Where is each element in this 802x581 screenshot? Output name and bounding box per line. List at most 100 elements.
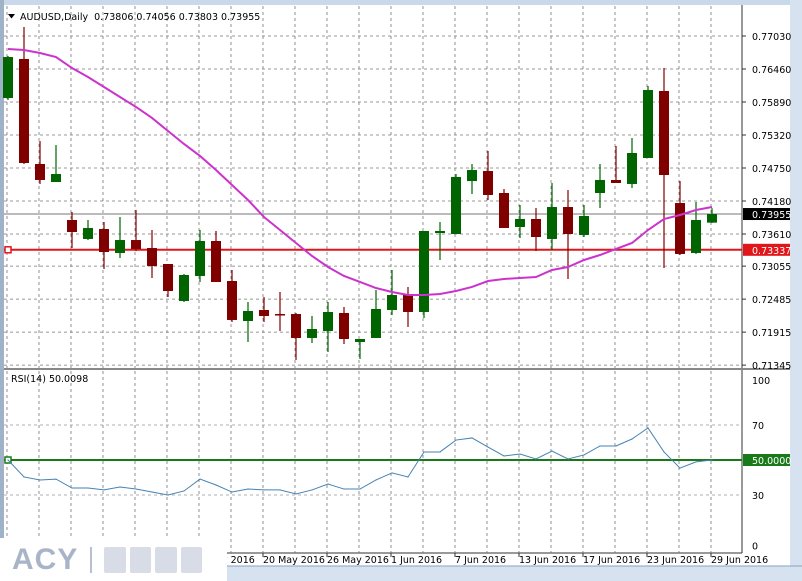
candle-body	[307, 329, 317, 338]
price-chart[interactable]	[3, 27, 742, 360]
bearish-candle	[227, 270, 237, 322]
candle-body	[195, 241, 205, 276]
date-label: 13 Jun 2016	[519, 555, 576, 566]
price-tick-label: 0.72485	[752, 295, 791, 306]
bearish-candle	[291, 312, 301, 360]
bearish-candle	[147, 230, 157, 278]
rsi-point	[615, 445, 617, 447]
bullish-candle	[115, 216, 125, 259]
bullish-candle	[419, 230, 429, 319]
candle-body	[355, 339, 365, 342]
bullish-candle	[83, 219, 93, 241]
candle-body	[643, 90, 653, 158]
rsi-point	[247, 488, 249, 490]
rsi-point	[215, 484, 217, 486]
candle-body	[3, 57, 13, 99]
candle-body	[387, 295, 397, 311]
candle-body	[531, 219, 541, 238]
rsi-tick-label: 30	[752, 491, 764, 502]
bullish-candle	[355, 339, 365, 359]
rsi-point	[103, 489, 105, 491]
rsi-point	[439, 451, 441, 453]
bearish-candle	[531, 208, 541, 252]
bearish-candle	[403, 286, 413, 327]
rsi-point	[695, 461, 697, 463]
bullish-candle	[547, 182, 557, 250]
rsi-point	[263, 489, 265, 491]
bullish-candle	[579, 204, 589, 238]
bearish-candle	[163, 263, 173, 297]
bearish-candle	[483, 150, 493, 201]
price-tick-label: 0.75890	[752, 98, 791, 109]
acy-watermark-logo: ACY	[0, 538, 227, 581]
bearish-candle	[659, 68, 669, 268]
rsi-point	[455, 439, 457, 441]
candle-body	[163, 263, 173, 292]
bullish-candle	[51, 145, 61, 183]
price-tick-label: 0.77030	[752, 32, 791, 43]
grid	[4, 6, 742, 553]
rsi-point	[359, 488, 361, 490]
bullish-candle	[195, 230, 205, 282]
date-label: 23 Jun 2016	[647, 555, 704, 566]
bearish-candle	[275, 292, 285, 331]
rsi-point	[647, 427, 649, 429]
ohlc-values: 0.73806 0.74056 0.73803 0.73955	[94, 12, 260, 23]
candle-body	[211, 241, 221, 282]
rsi-point	[327, 483, 329, 485]
bearish-candle	[563, 190, 573, 279]
rsi-point	[279, 489, 281, 491]
candle-body	[131, 240, 141, 249]
rsi-point	[551, 450, 553, 452]
price-tick-label: 0.71345	[752, 361, 791, 372]
candle-body	[99, 229, 109, 253]
rsi-point	[183, 490, 185, 492]
logo-cjk-glyphs	[104, 546, 203, 573]
candle-body	[579, 215, 589, 235]
date-label: 20 May 2016	[263, 555, 325, 566]
bearish-candle	[211, 230, 221, 282]
candle-body	[595, 179, 605, 194]
rsi-point	[583, 454, 585, 456]
rsi-level-label: 50.0000	[752, 456, 791, 467]
rsi-point	[55, 478, 57, 480]
chart-header: AUDUSD,Daily 0.73806 0.74056 0.73803 0.7…	[8, 12, 260, 23]
price-tick-label: 0.76460	[752, 65, 791, 76]
rsi-point	[311, 489, 313, 491]
candle-body	[435, 230, 445, 234]
rsi-level-badge	[743, 454, 790, 466]
rsi-point	[23, 476, 25, 478]
candle-body	[179, 274, 189, 301]
axes: 0.77030 0.76460 0.75890 0.75320 0.74750 0.741…	[198, 32, 791, 566]
rsi-point	[135, 488, 137, 490]
rsi-point	[151, 491, 153, 493]
bullish-candle	[643, 86, 653, 158]
bullish-candle	[595, 164, 605, 209]
rsi-point	[167, 494, 169, 496]
candle-body	[499, 193, 509, 228]
rsi-label: RSI(14) 50.0098	[11, 374, 88, 385]
candle-body	[419, 230, 429, 312]
bullish-candle	[3, 55, 13, 100]
rsi-chart[interactable]	[4, 427, 742, 496]
candle-body	[691, 219, 701, 253]
candle-body	[563, 207, 573, 234]
candle-body	[339, 312, 349, 340]
triangle-down-icon[interactable]	[8, 14, 15, 19]
bearish-candle	[131, 210, 141, 252]
price-tick-label: 0.75320	[752, 131, 791, 142]
rsi-point	[295, 493, 297, 495]
candle-body	[515, 219, 525, 227]
level-price-badge	[743, 243, 790, 256]
candle-body	[83, 227, 93, 239]
rsi-point	[503, 455, 505, 457]
window-right-border[interactable]	[790, 0, 802, 581]
candle-body	[227, 281, 237, 320]
bullish-candle	[515, 204, 525, 238]
moving-average-line	[7, 48, 713, 297]
bearish-candle	[499, 189, 509, 228]
level-price-label: 0.73337	[752, 246, 791, 257]
date-label: 7 Jun 2016	[455, 555, 506, 566]
bullish-candle	[243, 302, 253, 342]
